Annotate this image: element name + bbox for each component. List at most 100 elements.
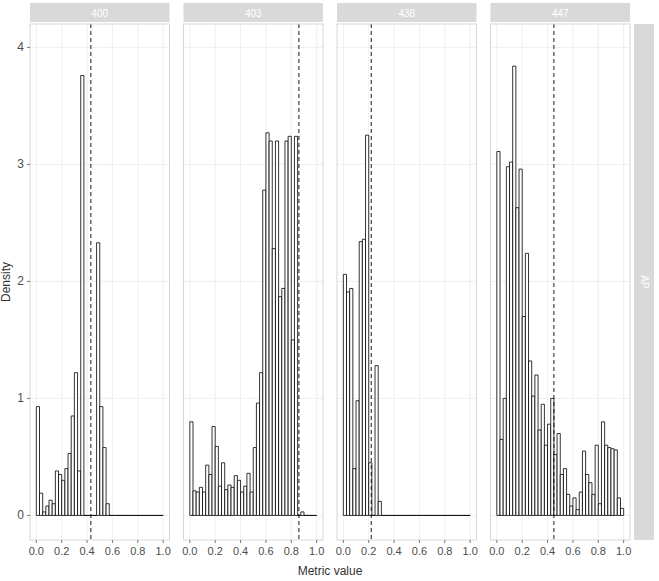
histogram-bar [385,515,388,516]
histogram-bar [203,492,206,515]
histogram-bar [138,515,141,516]
histogram-bar [106,504,109,516]
histogram-bar [445,515,448,516]
bars [497,24,624,540]
histogram-bar [244,486,247,515]
panel-strip [184,3,324,22]
y-tick [27,164,30,165]
histogram-bar [131,515,134,516]
histogram-bar [275,141,278,515]
histogram-bar [222,463,225,516]
histogram-bar [413,515,416,516]
reference-line [298,24,299,540]
histogram-bar [423,515,426,516]
histogram-bar [464,515,467,516]
histogram-bar [310,515,313,516]
histogram-bar [454,515,457,516]
histogram-bar [614,450,617,516]
histogram-bar [620,508,623,515]
histogram-bar [563,469,566,516]
histogram-bar [375,366,378,516]
histogram-bar [601,422,604,516]
histogram-bar [366,135,369,515]
histogram-bar [461,515,464,516]
x-tick-label: 0.2 [361,545,376,557]
x-tick-label: 1.0 [156,545,171,557]
histogram-bar [109,515,112,516]
histogram-bar [209,474,212,515]
panel-strip [337,3,477,22]
x-tick [291,540,292,543]
histogram-bar [52,504,55,516]
histogram-bar [350,288,353,515]
histogram-bar [573,498,576,516]
histogram-bar [144,515,147,516]
x-tick [522,540,523,543]
histogram-bar [400,515,403,516]
x-tick-label: 0.0 [336,545,351,557]
x-tick-label: 0.6 [105,545,120,557]
histogram-bar [247,473,250,515]
histogram-bar [74,373,77,516]
x-grid-line [444,24,445,540]
histogram-bar [378,501,381,515]
x-grid-line [572,24,573,540]
y-tick [27,515,30,516]
x-tick [470,540,471,543]
bars [36,24,163,540]
histogram-bar [551,398,554,515]
histogram-bar [598,504,601,516]
x-tick-label: 0.6 [258,545,273,557]
x-tick [316,540,317,543]
histogram-bar [381,515,384,516]
histogram-bar [291,340,294,516]
histogram-bar [122,515,125,516]
histogram-bar [282,288,285,515]
histogram-bar [215,446,218,515]
x-tick [87,540,88,543]
histogram-bar [36,407,39,516]
histogram-bar [266,133,269,516]
histogram-bar [570,506,573,515]
y-grid-line [184,398,324,399]
y-tick-label: 4 [17,40,24,54]
histogram-bar [285,141,288,515]
histogram-bar [589,483,592,516]
x-tick-label: 1.0 [309,545,324,557]
histogram-bar [269,141,272,515]
x-tick [36,540,37,543]
histogram-bar [55,471,58,515]
histogram-bar [516,208,519,516]
histogram-bar [467,515,470,516]
panel: 4030.00.20.40.60.81.0 [182,3,324,557]
histogram-bar [519,169,522,515]
panel: 4470.00.20.40.60.81.0 [489,3,631,557]
x-tick [598,540,599,543]
x-tick [368,540,369,543]
x-tick-label: 0.4 [540,545,555,557]
histogram-bar [84,515,87,516]
histogram-bar [81,75,84,515]
histogram-bar [119,515,122,516]
histogram-bar [359,242,362,516]
y-grid-line [337,47,477,48]
histogram-bar [78,471,81,515]
histogram-bar [147,515,150,516]
histogram-bar [513,66,516,515]
histogram-bar [500,439,503,515]
histogram-bar [397,515,400,516]
histogram-bar [426,515,429,516]
histogram-bar [40,493,43,515]
histogram-bar [157,515,160,516]
x-tick-label: 0.0 [182,545,197,557]
panel-title: 447 [552,8,569,19]
x-axis-label: Metric value [298,564,363,578]
chart-root: 01234DensityMetric valueAP4000.00.20.40.… [0,0,659,581]
x-tick [240,540,241,543]
histogram-bar [356,401,359,516]
x-grid-line [61,24,62,540]
histogram-bar [548,424,551,515]
histogram-bar [218,486,221,515]
histogram-bar [43,512,46,516]
histogram-bar [234,476,237,516]
